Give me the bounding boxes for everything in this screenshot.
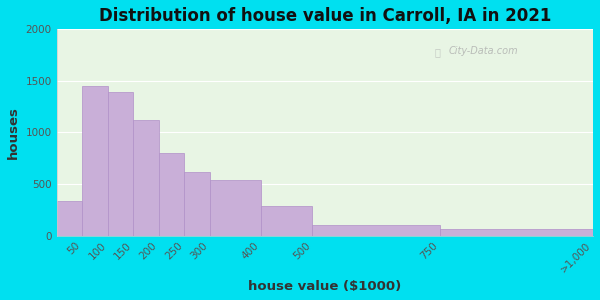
Bar xyxy=(261,206,312,236)
Text: ⓘ: ⓘ xyxy=(435,47,440,57)
Y-axis label: houses: houses xyxy=(7,106,20,159)
Bar xyxy=(312,225,440,236)
Bar xyxy=(210,180,261,236)
X-axis label: house value ($1000): house value ($1000) xyxy=(248,280,401,293)
Bar xyxy=(159,153,184,236)
Bar xyxy=(184,172,210,236)
Bar xyxy=(56,202,82,236)
Bar xyxy=(108,92,133,236)
Bar xyxy=(82,86,108,236)
Text: City-Data.com: City-Data.com xyxy=(448,46,518,56)
Bar xyxy=(440,229,593,236)
Title: Distribution of house value in Carroll, IA in 2021: Distribution of house value in Carroll, … xyxy=(98,7,551,25)
Bar xyxy=(133,120,159,236)
